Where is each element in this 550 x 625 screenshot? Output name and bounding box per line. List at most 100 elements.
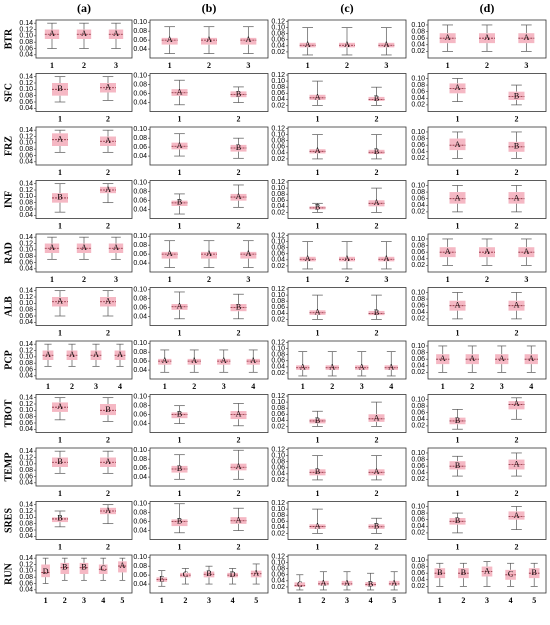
group-letter: A — [383, 254, 389, 263]
x-tick-label: 2 — [237, 328, 241, 337]
group-letter: D — [43, 567, 49, 576]
box — [203, 571, 215, 578]
y-tick-label: 0.08 — [271, 405, 285, 412]
y-tick-label: 0.06 — [411, 517, 425, 524]
y-tick-label: 0.10 — [411, 182, 425, 189]
x-tick-label: 3 — [524, 275, 528, 284]
y-tick-label: 0.08 — [19, 200, 33, 207]
plot-frame — [35, 287, 133, 326]
group-letter: B — [455, 416, 460, 425]
row-label: RAD — [3, 242, 14, 264]
group-letter: A — [305, 254, 311, 263]
group-letter: A — [344, 579, 350, 588]
x-tick-label: 1 — [168, 61, 172, 70]
plot-frame — [427, 340, 547, 380]
x-tick-label: 1 — [178, 542, 182, 551]
y-tick-label: 0.08 — [133, 28, 147, 35]
plot-frame — [149, 340, 269, 380]
group-letter: B — [374, 94, 379, 103]
y-tick-label: 0.08 — [19, 467, 33, 474]
y-tick-label: 0.10 — [271, 399, 285, 406]
x-tick-label: 4 — [529, 382, 533, 391]
y-tick-label: 0.08 — [271, 191, 285, 198]
plot-frame — [35, 340, 133, 380]
y-tick-label: 0.06 — [133, 358, 147, 365]
y-tick-label: 0.10 — [19, 300, 33, 307]
x-tick-label: 3 — [207, 596, 211, 605]
x-tick-label: 1 — [316, 221, 320, 230]
group-letter: B — [368, 579, 373, 588]
y-tick-label: 0.10 — [271, 559, 285, 566]
y-tick-label: 0.04 — [271, 471, 285, 478]
y-tick-label: 0.06 — [271, 197, 285, 204]
group-letter: A — [250, 356, 256, 365]
y-tick-label: 0.08 — [19, 93, 33, 100]
group-letter: A — [236, 462, 242, 471]
y-tick-label: 0.04 — [411, 363, 425, 370]
x-tick-label: 2 — [237, 489, 241, 498]
box — [368, 96, 385, 101]
x-tick-label: 1 — [306, 61, 310, 70]
group-letter: C — [101, 564, 106, 573]
y-tick-label: 0.04 — [19, 480, 33, 487]
box — [171, 200, 188, 206]
group-letter: A — [177, 88, 183, 97]
x-tick-label: 2 — [470, 382, 474, 391]
plot-frame — [35, 19, 133, 59]
y-tick-label: 0.12 — [19, 347, 33, 354]
y-tick-label: 0.06 — [19, 259, 33, 266]
y-tick-label: 0.06 — [133, 144, 147, 151]
group-letter: A — [344, 254, 350, 263]
x-tick-label: 1 — [178, 168, 182, 177]
group-letter: B — [236, 143, 241, 152]
box — [187, 358, 201, 365]
group-letter: A — [523, 247, 529, 256]
y-tick-label: 0.04 — [411, 95, 425, 102]
y-tick-label: 0.06 — [133, 572, 147, 579]
x-tick-label: 3 — [114, 275, 118, 284]
x-tick-label: 3 — [500, 382, 504, 391]
y-tick-label: 0.06 — [411, 410, 425, 417]
group-letter: A — [455, 140, 461, 149]
x-tick-label: 3 — [114, 61, 118, 70]
y-tick-label: 0.08 — [411, 510, 425, 517]
group-letter: A — [105, 297, 111, 306]
x-tick-label: 1 — [58, 542, 62, 551]
plot-frame — [427, 73, 547, 112]
y-tick-label: 0.04 — [19, 533, 33, 540]
row-label: SFC — [3, 83, 14, 102]
x-tick-label: 3 — [524, 61, 528, 70]
row-label: TBOT — [3, 399, 14, 427]
y-tick-label: 0.02 — [271, 156, 285, 163]
y-tick-label: 0.02 — [411, 155, 425, 162]
y-tick-label: 0.10 — [133, 19, 147, 26]
group-letter: A — [514, 511, 520, 520]
group-letter: A — [445, 247, 451, 256]
y-tick-label: 0.06 — [411, 303, 425, 310]
x-tick-label: 3 — [222, 382, 226, 391]
x-tick-label: 2 — [106, 221, 110, 230]
group-letter: B — [177, 516, 182, 525]
x-tick-label: 1 — [58, 114, 62, 123]
row-label: PCP — [3, 350, 14, 369]
group-letter: A — [374, 414, 380, 423]
y-tick-label: 0.06 — [411, 570, 425, 577]
y-tick-label: 0.04 — [411, 416, 425, 423]
group-letter: A — [455, 83, 461, 92]
x-tick-label: 1 — [456, 489, 460, 498]
y-tick-label: 0.08 — [411, 403, 425, 410]
group-letter: A — [315, 93, 321, 102]
group-letter: A — [162, 356, 168, 365]
x-tick-label: 3 — [345, 596, 349, 605]
group-letter: B — [455, 516, 460, 525]
y-tick-label: 0.12 — [271, 179, 285, 186]
group-letter: A — [245, 35, 251, 44]
box — [341, 580, 353, 586]
x-tick-label: 1 — [446, 275, 450, 284]
plot-frame — [287, 233, 407, 273]
group-letter: A — [528, 354, 534, 363]
box — [449, 192, 466, 204]
x-tick-label: 2 — [237, 221, 241, 230]
x-tick-label: 2 — [82, 275, 86, 284]
group-letter: A — [315, 146, 321, 155]
